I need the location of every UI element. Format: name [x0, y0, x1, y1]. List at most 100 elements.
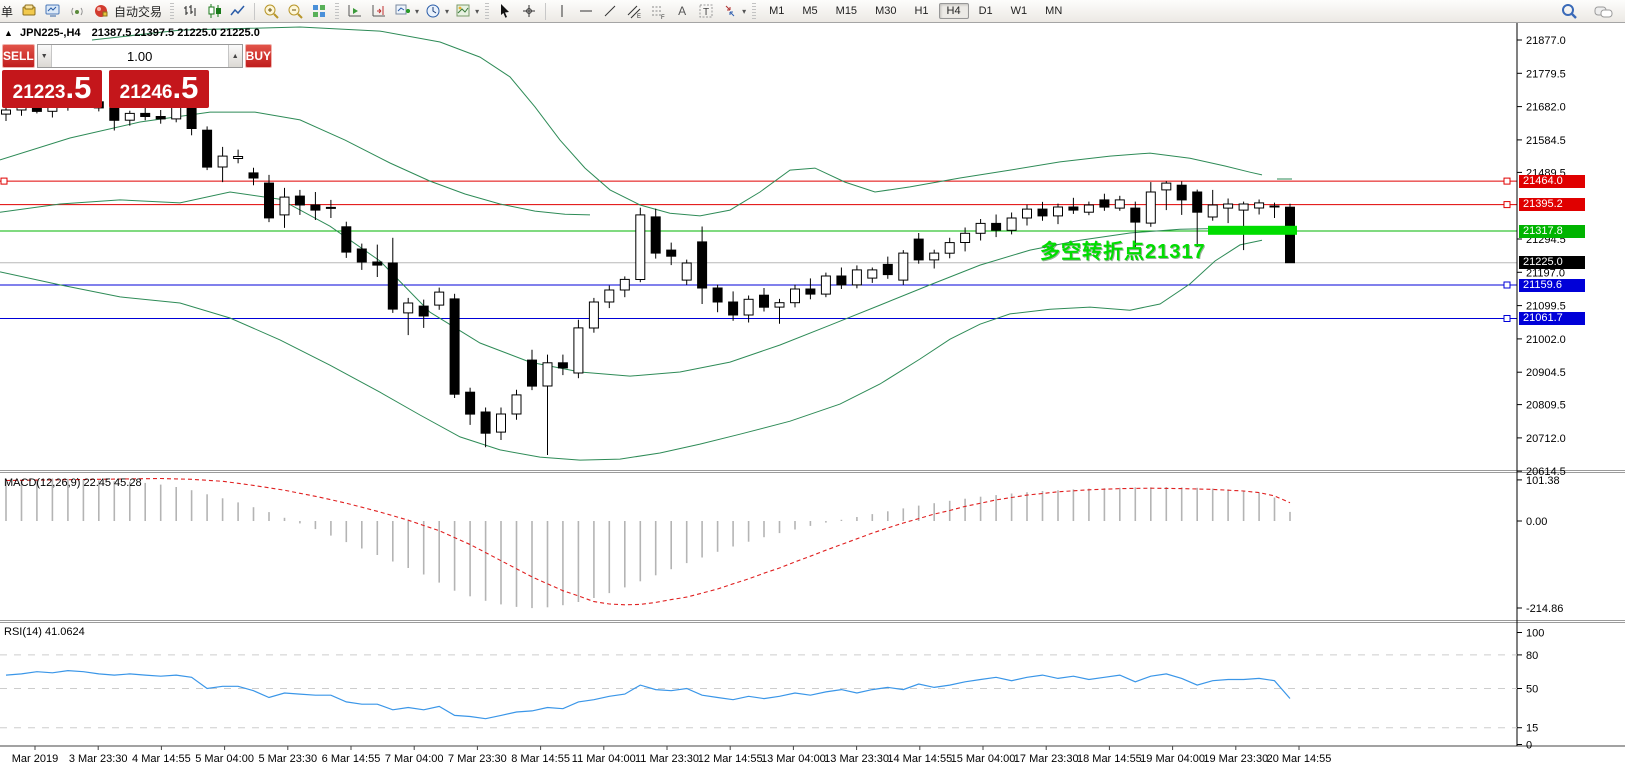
- candle: [557, 362, 568, 369]
- timeframe-d1[interactable]: D1: [978, 5, 993, 17]
- timeframe-m15[interactable]: M15: [835, 5, 858, 17]
- svg-text:5 Mar 23:30: 5 Mar 23:30: [258, 753, 317, 765]
- candle: [805, 288, 816, 295]
- sell-price-display[interactable]: 21223.5: [2, 70, 102, 108]
- candle: [140, 112, 151, 118]
- tile-windows-icon[interactable]: [307, 1, 331, 22]
- period-clock-icon[interactable]: [421, 1, 445, 22]
- candle-chart-mode-icon[interactable]: [202, 1, 226, 22]
- sell-button[interactable]: SELL: [2, 44, 35, 68]
- svg-text:8 Mar 14:55: 8 Mar 14:55: [511, 753, 570, 765]
- text-label-tool-icon[interactable]: T: [694, 1, 718, 22]
- signal-icon[interactable]: [65, 1, 89, 22]
- new-order-button[interactable]: 单: [1, 4, 14, 19]
- new-order-icon[interactable]: [17, 1, 41, 22]
- candle: [434, 291, 445, 306]
- timeframe-h4[interactable]: H4: [938, 3, 969, 19]
- svg-text:17 Mar 23:30: 17 Mar 23:30: [1014, 753, 1079, 765]
- autotrade-button[interactable]: 自动交易: [114, 4, 163, 19]
- volume-input[interactable]: [51, 45, 228, 67]
- symbol-marker-icon: ▲: [4, 28, 13, 38]
- buy-button[interactable]: BUY: [244, 44, 273, 68]
- candle: [403, 302, 414, 314]
- timeframe-group: M1 M5 M15 M30 H1 H4 D1 W1 MN: [760, 3, 1071, 19]
- candle: [1223, 203, 1234, 209]
- timeframe-h1[interactable]: H1: [914, 5, 929, 17]
- new-chart-dropdown-caret[interactable]: ▾: [415, 6, 420, 16]
- auto-scroll-icon[interactable]: [343, 1, 367, 22]
- buy-price-display[interactable]: 21246.5: [109, 70, 209, 108]
- price-marker-label: 21395.2: [1519, 198, 1585, 212]
- bar-chart-mode-icon[interactable]: [178, 1, 202, 22]
- timeframe-w1[interactable]: W1: [1010, 5, 1028, 17]
- candle: [759, 294, 769, 308]
- price-marker-label: 21317.8: [1519, 224, 1585, 238]
- candle: [480, 411, 491, 434]
- timeframe-m5[interactable]: M5: [802, 5, 818, 17]
- period-dropdown-caret[interactable]: ▾: [445, 6, 450, 16]
- horizontal-line-tool-icon[interactable]: [574, 1, 598, 22]
- pivot-highlight-bar[interactable]: [1208, 225, 1297, 235]
- candle: [728, 301, 739, 316]
- svg-text:7 Mar 04:00: 7 Mar 04:00: [385, 753, 444, 765]
- line-chart-mode-icon[interactable]: [226, 1, 250, 22]
- new-chart-icon[interactable]: [391, 1, 415, 22]
- search-icon[interactable]: [1557, 1, 1581, 22]
- svg-text:0: 0: [1526, 740, 1532, 752]
- candle: [1145, 191, 1156, 224]
- chart-title: ▲ JPN225-,H4 21387.5 21397.5 21225.0 212…: [4, 27, 260, 39]
- template-dropdown-caret[interactable]: ▾: [475, 6, 480, 16]
- candle: [465, 391, 476, 415]
- chart-shift-icon[interactable]: [367, 1, 391, 22]
- crosshair-tool-icon[interactable]: [517, 1, 541, 22]
- candle: [124, 112, 135, 121]
- arrows-tool-icon[interactable]: [718, 1, 742, 22]
- candle: [294, 195, 305, 206]
- candle: [1022, 208, 1032, 219]
- channel-tool-icon[interactable]: E: [622, 1, 646, 22]
- zoom-out-icon[interactable]: [283, 1, 307, 22]
- candle: [341, 226, 352, 253]
- text-tool-icon[interactable]: A: [678, 4, 687, 18]
- svg-text:E: E: [637, 14, 641, 20]
- volume-increase-button[interactable]: ▲: [227, 45, 242, 67]
- market-watch-icon[interactable]: [41, 1, 65, 22]
- zoom-in-icon[interactable]: [259, 1, 283, 22]
- fibonacci-tool-icon[interactable]: F: [646, 1, 670, 22]
- date-axis[interactable]: Mar 2019 3 Mar 23:30 4 Mar 14:55 5 Mar 04:0…: [12, 746, 1332, 765]
- candle: [264, 182, 274, 219]
- timeframe-mn[interactable]: MN: [1045, 5, 1063, 17]
- template-icon[interactable]: [451, 1, 475, 22]
- svg-text:13 Mar 23:30: 13 Mar 23:30: [824, 753, 889, 765]
- timeframe-m30[interactable]: M30: [875, 5, 897, 17]
- line-anchor: [1503, 315, 1511, 322]
- pane-dividers[interactable]: [0, 23, 1625, 747]
- line-anchor: [1503, 201, 1511, 209]
- autotrade-icon[interactable]: [89, 1, 113, 22]
- one-click-trading-panel: SELL ▼ ▲ BUY 21223.5 21246.5: [2, 44, 273, 108]
- candle: [619, 278, 630, 291]
- candle: [790, 288, 800, 304]
- cursor-tool-icon[interactable]: [493, 1, 517, 22]
- trendline-tool-icon[interactable]: [598, 1, 622, 22]
- community-chat-icon[interactable]: [1591, 1, 1617, 22]
- rsi-line: [5, 669, 1291, 720]
- timeframe-m1[interactable]: M1: [769, 5, 785, 17]
- svg-text:18 Mar 14:55: 18 Mar 14:55: [1077, 753, 1142, 765]
- volume-decrease-button[interactable]: ▼: [37, 45, 52, 67]
- candle: [1192, 191, 1203, 213]
- candle: [372, 261, 383, 266]
- candle: [418, 305, 429, 317]
- candle: [387, 262, 398, 310]
- horizontal-line-objects[interactable]: [0, 180, 1517, 319]
- candle: [1269, 205, 1280, 208]
- candle: [991, 222, 1002, 231]
- toolbar-separator: [254, 2, 256, 20]
- line-anchor: [1503, 281, 1511, 289]
- svg-text:20904.5: 20904.5: [1526, 367, 1566, 379]
- price-axis[interactable]: 21877.021779.521682.021584.521489.521294…: [1517, 35, 1566, 752]
- svg-text:100: 100: [1526, 628, 1544, 640]
- vertical-line-tool-icon[interactable]: [550, 1, 574, 22]
- arrows-dropdown-caret[interactable]: ▾: [742, 6, 747, 16]
